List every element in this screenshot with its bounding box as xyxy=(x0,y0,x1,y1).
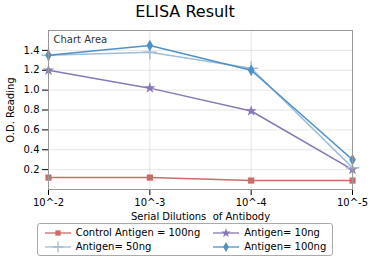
html-text:Antigen= 100ng: Antigen= 100ng xyxy=(244,241,327,252)
svg-text:Serial Dilutions of Antibody: Serial Dilutions of Antibody xyxy=(131,211,270,222)
html-text:Antigen= 10ng: Antigen= 10ng xyxy=(244,227,320,238)
html-text:Antigen= 50ng: Antigen= 50ng xyxy=(75,241,152,252)
html-text:Control Antigen = 100ng: Control Antigen = 100ng xyxy=(75,227,201,238)
svg-text:10^-5: 10^-5 xyxy=(337,197,368,208)
svg-text:0.8: 0.8 xyxy=(24,104,40,115)
svg-text:1.0: 1.0 xyxy=(24,84,40,95)
svg-text:0.6: 0.6 xyxy=(24,124,40,135)
svg-text:Chart Area: Chart Area xyxy=(54,34,108,45)
svg-text:1.2: 1.2 xyxy=(24,64,40,75)
svg-text:10^-2: 10^-2 xyxy=(33,197,64,208)
svg-text:0.2: 0.2 xyxy=(24,164,40,175)
svg-text:10^-4: 10^-4 xyxy=(236,197,267,208)
svg-text:1.4: 1.4 xyxy=(24,45,40,56)
html-text:ELISA Result: ELISA Result xyxy=(135,2,235,21)
svg-text:0.4: 0.4 xyxy=(24,144,40,155)
svg-text:10^-3: 10^-3 xyxy=(134,197,165,208)
svg-text:O.D. Reading: O.D. Reading xyxy=(5,77,16,142)
